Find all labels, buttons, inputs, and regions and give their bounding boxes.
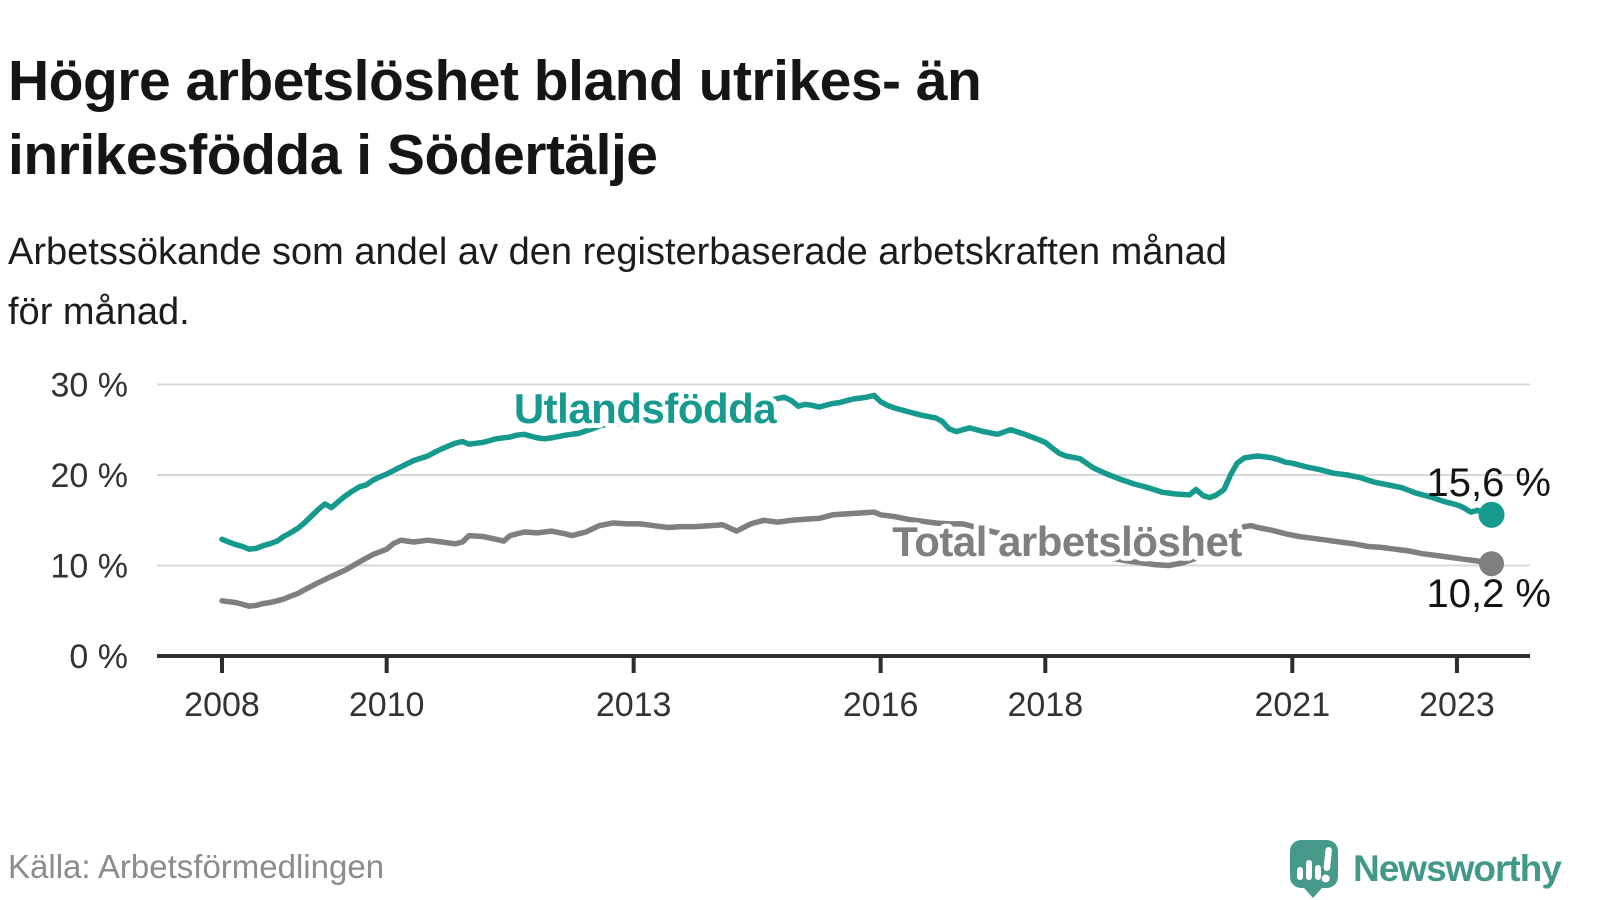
page-title: Högre arbetslöshet bland utrikes- än inr… bbox=[8, 49, 982, 188]
x-axis-tick-label: 2018 bbox=[1007, 686, 1083, 724]
series-end-dot bbox=[1478, 501, 1505, 528]
x-axis-tick-label: 2023 bbox=[1419, 686, 1495, 724]
x-axis-tick-label: 2016 bbox=[843, 686, 919, 724]
x-axis-tick-label: 2013 bbox=[596, 686, 672, 724]
brand-footer: Newsworthy bbox=[1286, 838, 1562, 898]
logo-bar-icon bbox=[1315, 865, 1321, 880]
newsworthy-logo bbox=[1290, 840, 1338, 898]
brand-name: Newsworthy bbox=[1353, 847, 1562, 889]
y-axis-tick-label: 20 % bbox=[51, 457, 129, 495]
logo-exclamation-icon bbox=[1321, 847, 1332, 883]
x-axis-tick-label: 2008 bbox=[184, 686, 260, 724]
unemployment-chart: 0 % 10 % 20 % 30 % 2008 2010 2013 2016 2018 2021 2… bbox=[51, 367, 1552, 725]
series-end-value-label: 10,2 % bbox=[1426, 572, 1551, 616]
series-end-dot bbox=[1479, 551, 1505, 577]
source-note: Källa: Arbetsförmedlingen bbox=[8, 848, 385, 885]
chart-subtitle: Arbetssökande som andel av den registerb… bbox=[8, 231, 1227, 334]
series-end-value-label: 15,6 % bbox=[1426, 461, 1551, 505]
y-axis-tick-label: 10 % bbox=[51, 548, 129, 586]
series-line-total bbox=[219, 509, 1495, 609]
y-axis-tick-label: 0 % bbox=[69, 638, 128, 676]
logo-bar-icon bbox=[1306, 860, 1312, 880]
series-label: Total arbetslöshet bbox=[892, 518, 1242, 565]
y-axis-tick-label: 30 % bbox=[51, 367, 129, 405]
series-label: Utlandsfödda bbox=[514, 385, 777, 432]
x-axis-tick-label: 2010 bbox=[349, 686, 425, 724]
x-axis-tick-label: 2021 bbox=[1254, 686, 1330, 724]
series-line-utlandsfodda bbox=[219, 392, 1495, 552]
logo-bar-icon bbox=[1297, 867, 1303, 880]
